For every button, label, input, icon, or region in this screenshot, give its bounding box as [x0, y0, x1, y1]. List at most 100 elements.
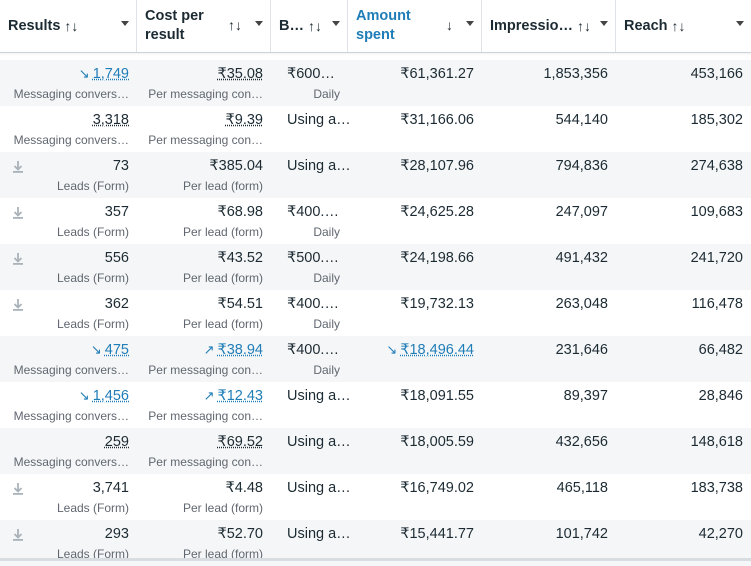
- cost-number[interactable]: ₹35.08: [217, 66, 263, 82]
- budget-cell[interactable]: Using a…: [271, 520, 351, 566]
- table-row[interactable]: ↘ 475 Messaging convers… ↗ ₹38.94 Per messagi…: [0, 336, 751, 382]
- sort-icon[interactable]: ↑↓: [671, 18, 686, 34]
- result-type: Messaging convers…: [13, 133, 129, 147]
- amount-spent-cell: ₹24,198.66: [348, 244, 482, 290]
- cost-number[interactable]: ₹9.39: [225, 112, 263, 128]
- reach-cell: 453,166: [616, 60, 751, 106]
- result-value: 3,741: [93, 480, 129, 496]
- budget-cell[interactable]: ₹400.… Daily: [271, 290, 348, 336]
- reach-cell: 274,638: [616, 152, 751, 198]
- column-header-reach[interactable]: Reach ↑↓: [616, 0, 751, 52]
- cost-per-result-cell[interactable]: ₹4.48 Per lead (form): [137, 474, 271, 520]
- results-cell[interactable]: ↘ 1,749 Messaging convers…: [0, 60, 137, 106]
- chevron-down-icon[interactable]: [466, 21, 474, 26]
- sort-icon[interactable]: ↑↓: [228, 17, 242, 33]
- chevron-down-icon[interactable]: [736, 21, 744, 26]
- cost-value[interactable]: ₹69.52: [217, 434, 263, 450]
- budget-cell[interactable]: Using a…: [271, 152, 351, 198]
- sort-icon[interactable]: ↑↓: [577, 18, 591, 34]
- column-header-amount-spent[interactable]: Amount spent ↓: [348, 0, 482, 52]
- budget-value: Using a…: [287, 480, 351, 496]
- amount-spent-cell: ₹16,749.02: [348, 474, 482, 520]
- amount-spent-number[interactable]: ₹18,496.44: [400, 342, 474, 358]
- download-icon: [12, 482, 24, 496]
- budget-cell[interactable]: ₹400.… Daily: [271, 198, 348, 244]
- result-value[interactable]: 259: [105, 434, 129, 450]
- cost-per-result-cell[interactable]: ₹54.51 Per lead (form): [137, 290, 271, 336]
- results-cell[interactable]: 3,741 Leads (Form): [0, 474, 137, 520]
- result-number[interactable]: 1,456: [92, 388, 129, 404]
- cost-number[interactable]: ₹12.43: [217, 388, 263, 404]
- table-row[interactable]: 3,318 Messaging convers… ₹9.39 Per messagin…: [0, 106, 751, 152]
- table-row[interactable]: 556 Leads (Form) ₹43.52 Per lead (form) ₹500…: [0, 244, 751, 290]
- result-number[interactable]: 3,318: [92, 112, 129, 128]
- column-title: Cost per result: [145, 8, 204, 43]
- cost-per-result-cell[interactable]: ₹385.04 Per lead (form): [137, 152, 271, 198]
- results-cell[interactable]: ↘ 475 Messaging convers…: [0, 336, 137, 382]
- result-value[interactable]: 3,318: [93, 112, 129, 128]
- table-row[interactable]: 3,741 Leads (Form) ₹4.48 Per lead (form) Usi…: [0, 474, 751, 520]
- table-row[interactable]: 73 Leads (Form) ₹385.04 Per lead (form) Usin…: [0, 152, 751, 198]
- cost-per-result-cell[interactable]: ₹69.52 Per messaging con…: [137, 428, 271, 474]
- results-cell[interactable]: ↘ 1,456 Messaging convers…: [0, 382, 137, 428]
- column-header-cost-per-result[interactable]: Cost per result ↑↓: [137, 0, 271, 52]
- sort-icon[interactable]: ↑↓: [64, 18, 79, 34]
- results-cell[interactable]: 556 Leads (Form): [0, 244, 137, 290]
- cost-number[interactable]: ₹38.94: [217, 342, 263, 358]
- cost-per-result-cell[interactable]: ₹35.08 Per messaging con…: [137, 60, 271, 106]
- table-row[interactable]: 362 Leads (Form) ₹54.51 Per lead (form) ₹400…: [0, 290, 751, 336]
- result-value[interactable]: ↘ 475: [91, 342, 129, 358]
- result-value[interactable]: ↘ 1,456: [79, 388, 129, 404]
- reach-value: 28,846: [698, 388, 743, 404]
- horizontal-scrollbar[interactable]: [0, 558, 751, 561]
- reach-cell: 66,482: [616, 336, 751, 382]
- amount-spent-value[interactable]: ↘ ₹18,496.44: [386, 342, 474, 358]
- result-number[interactable]: 1,749: [92, 66, 129, 82]
- budget-cell[interactable]: Using a…: [271, 382, 351, 428]
- cost-per-result-cell[interactable]: ₹68.98 Per lead (form): [137, 198, 271, 244]
- results-cell[interactable]: 259 Messaging convers…: [0, 428, 137, 474]
- result-number[interactable]: 475: [104, 342, 129, 358]
- cost-number[interactable]: ₹69.52: [217, 434, 263, 450]
- budget-cell[interactable]: ₹500.… Daily: [271, 244, 348, 290]
- results-cell[interactable]: 362 Leads (Form): [0, 290, 137, 336]
- budget-cell[interactable]: ₹600… Daily: [271, 60, 348, 106]
- budget-cell[interactable]: Using a…: [271, 474, 351, 520]
- cost-per-result-cell[interactable]: ₹9.39 Per messaging con…: [137, 106, 271, 152]
- table-row[interactable]: ↘ 1,749 Messaging convers… ₹35.08 Per messag…: [0, 60, 751, 106]
- result-type: Leads (Form): [56, 225, 129, 239]
- column-header-impressions[interactable]: Impressio… ↑↓: [482, 0, 616, 52]
- chevron-down-icon[interactable]: [600, 21, 608, 26]
- table-row[interactable]: 259 Messaging convers… ₹69.52 Per messaging…: [0, 428, 751, 474]
- results-cell[interactable]: 293 Leads (Form): [0, 520, 137, 566]
- sort-icon[interactable]: ↑↓: [307, 18, 322, 34]
- chevron-down-icon[interactable]: [121, 21, 129, 26]
- impressions-cell: 544,140: [482, 106, 616, 152]
- column-header-budget[interactable]: B… ↑↓: [271, 0, 348, 52]
- results-cell[interactable]: 357 Leads (Form): [0, 198, 137, 244]
- table-row[interactable]: 357 Leads (Form) ₹68.98 Per lead (form) ₹400…: [0, 198, 751, 244]
- results-cell[interactable]: 73 Leads (Form): [0, 152, 137, 198]
- cost-value[interactable]: ₹35.08: [217, 66, 263, 82]
- cost-value[interactable]: ↗ ₹12.43: [204, 388, 263, 404]
- cost-per-result-cell[interactable]: ₹43.52 Per lead (form): [137, 244, 271, 290]
- result-number[interactable]: 259: [104, 434, 129, 450]
- column-header-results[interactable]: Results ↑↓: [0, 0, 137, 52]
- chevron-down-icon[interactable]: [332, 21, 340, 26]
- budget-cell[interactable]: Using a…: [271, 428, 351, 474]
- result-value[interactable]: ↘ 1,749: [79, 66, 129, 82]
- sort-desc-icon[interactable]: ↓: [446, 17, 453, 33]
- results-cell[interactable]: 3,318 Messaging convers…: [0, 106, 137, 152]
- budget-cell[interactable]: ₹400.… Daily: [271, 336, 348, 382]
- cost-type: Per lead (form): [182, 271, 263, 285]
- cost-value: ₹385.04: [209, 158, 263, 174]
- cost-value[interactable]: ₹9.39: [226, 112, 263, 128]
- table-row[interactable]: ↘ 1,456 Messaging convers… ↗ ₹12.43 Per messa…: [0, 382, 751, 428]
- chevron-down-icon[interactable]: [255, 21, 263, 26]
- cost-per-result-cell[interactable]: ↗ ₹38.94 Per messaging con…: [137, 336, 271, 382]
- result-value: 293: [105, 526, 129, 542]
- budget-cell[interactable]: Using a…: [271, 106, 351, 152]
- cost-per-result-cell[interactable]: ↗ ₹12.43 Per messaging con…: [137, 382, 271, 428]
- cost-value[interactable]: ↗ ₹38.94: [204, 342, 263, 358]
- cost-per-result-cell[interactable]: ₹52.70 Per lead (form): [137, 520, 271, 566]
